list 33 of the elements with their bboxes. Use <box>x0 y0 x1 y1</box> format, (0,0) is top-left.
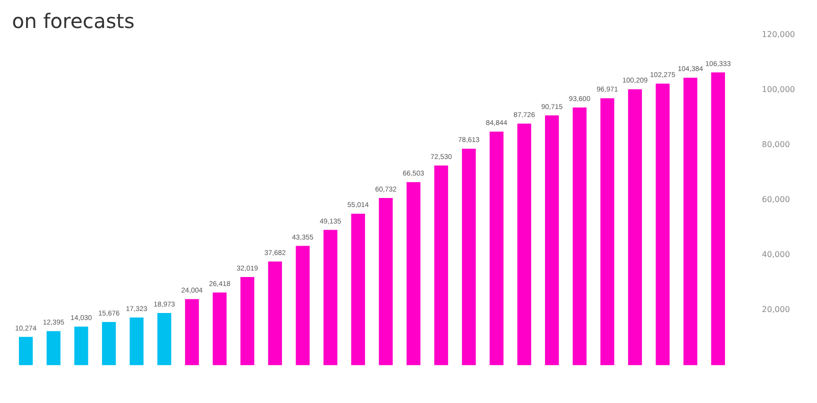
bar <box>462 148 476 366</box>
bar <box>351 214 366 366</box>
y-tick-label: 20,000 <box>762 305 790 314</box>
bar <box>656 84 670 366</box>
bar <box>102 322 116 366</box>
bar <box>74 326 88 366</box>
bar <box>711 72 725 366</box>
bar <box>324 230 338 366</box>
bar <box>490 132 504 366</box>
bar <box>683 78 698 366</box>
bar <box>434 166 448 366</box>
bar <box>46 331 60 366</box>
bar <box>517 124 532 366</box>
bar <box>268 261 282 366</box>
bar <box>240 277 254 366</box>
bar <box>212 292 227 366</box>
y-tick-label: 120,000 <box>762 30 796 39</box>
y-tick-label: 40,000 <box>762 250 790 260</box>
y-tick-label: 100,000 <box>762 84 796 94</box>
bar <box>406 182 420 366</box>
bar <box>157 312 172 366</box>
bar <box>600 98 614 366</box>
bar <box>185 299 199 366</box>
y-tick-label: 80,000 <box>762 140 790 150</box>
bar <box>130 318 144 366</box>
y-tick-label: 60,000 <box>762 195 790 204</box>
chart-title: on forecasts <box>12 9 135 34</box>
bar <box>296 246 310 366</box>
bar <box>18 336 33 366</box>
bar <box>572 107 587 366</box>
bar <box>545 115 559 366</box>
bar <box>378 198 393 366</box>
bar <box>628 89 642 366</box>
